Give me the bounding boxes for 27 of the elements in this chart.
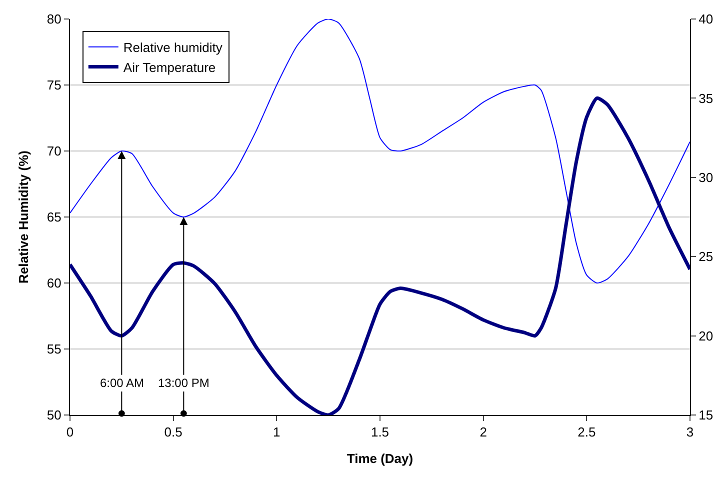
y2-tick-label: 30: [698, 170, 714, 185]
y-tick-label: 65: [46, 210, 62, 225]
y-tick-label: 75: [46, 78, 62, 93]
y-tick-label: 80: [46, 12, 62, 27]
legend-label: Air Temperature: [123, 60, 216, 75]
y-tick-label: 50: [46, 408, 62, 423]
x-tick-label: 1: [273, 424, 280, 440]
x-tick-label: 0.5: [164, 424, 182, 440]
y2-tick-label: 40: [698, 12, 714, 27]
y2-tick-label: 20: [698, 328, 714, 344]
legend-label: Relative humidity: [123, 40, 223, 55]
line-series: [70, 19, 690, 284]
y-tick-label: 55: [46, 342, 62, 357]
annotation: 6:00 AM: [100, 376, 144, 390]
y2-tick-label: 35: [698, 90, 714, 106]
y-tick-label: 60: [46, 276, 62, 291]
annotation: 13:00 PM: [158, 376, 210, 390]
x-tick-label: 0: [66, 424, 74, 440]
y2-tick-label: 25: [698, 249, 714, 264]
x-tick-label: 2: [480, 424, 487, 440]
x-tick-label: 3: [686, 424, 694, 440]
x-tick-label: 2.5: [578, 424, 596, 440]
y-axis-title: Relative Humidity (%): [16, 150, 31, 284]
y-tick-label: 70: [46, 144, 62, 159]
y2-tick-label: 15: [698, 408, 714, 423]
x-tick-label: 1.5: [370, 424, 390, 440]
x-axis-title: Time (Day): [346, 451, 414, 466]
